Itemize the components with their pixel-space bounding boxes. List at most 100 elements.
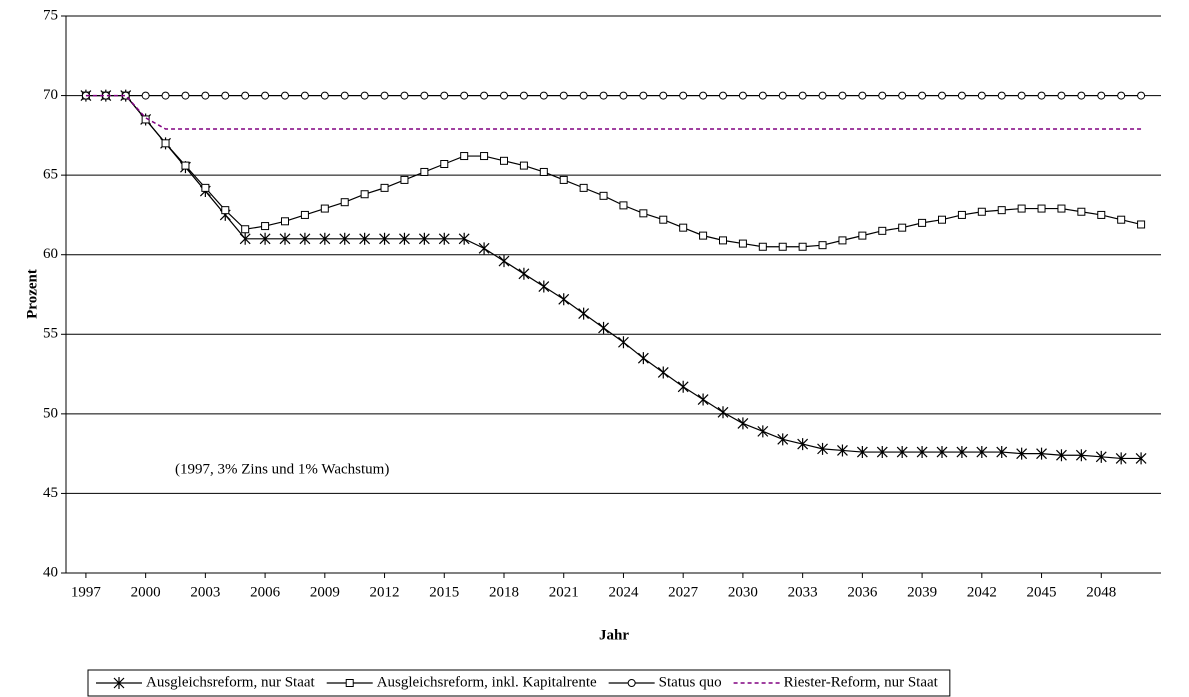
marker [996,446,1008,459]
marker [956,446,968,459]
marker [758,91,767,100]
marker [478,242,490,255]
marker [458,232,470,245]
marker [379,232,390,245]
y-tick-label: 60 [43,246,58,262]
marker [400,91,409,100]
marker [440,160,449,169]
marker [500,156,508,165]
marker [300,91,309,100]
marker [758,242,767,251]
x-tick-label: 2042 [967,584,997,600]
legend-box [87,669,951,697]
marker [1036,447,1047,460]
marker [777,433,789,446]
marker [1017,91,1026,100]
marker [1137,91,1146,100]
marker [559,175,568,184]
marker [778,91,787,100]
marker [1117,91,1126,100]
marker [259,232,271,245]
marker [918,91,927,100]
marker [279,232,291,245]
marker [619,201,628,210]
marker [1097,91,1106,100]
marker [1016,447,1028,460]
x-tick-label: 1997 [71,584,102,600]
marker [977,91,986,100]
marker [380,183,389,192]
marker [1017,204,1026,213]
x-tick-label: 2021 [549,584,579,600]
marker [639,91,648,100]
x-axis-label: Jahr [599,627,629,643]
marker [957,91,966,100]
x-tick-label: 2039 [907,584,937,600]
y-tick-label: 45 [43,485,58,501]
marker [399,232,410,245]
marker [299,232,311,245]
marker [239,232,251,245]
series-line [85,94,1142,248]
marker [818,241,827,250]
marker [380,91,389,100]
marker [1135,452,1147,465]
y-tick-label: 70 [43,87,58,103]
marker [679,223,688,232]
marker [241,91,250,100]
marker [838,236,847,245]
x-tick-label: 2000 [131,584,161,600]
x-tick-label: 2033 [788,584,818,600]
y-tick-label: 50 [43,405,58,421]
series-line [85,94,1142,460]
marker [599,191,608,200]
marker [519,91,528,100]
marker [1097,210,1106,219]
marker [699,231,708,240]
marker [1095,450,1107,463]
marker [977,207,986,216]
marker [918,218,927,227]
marker [300,210,309,219]
marker [858,231,867,240]
marker [480,91,489,100]
marker [438,232,450,245]
marker [798,91,807,100]
x-tick-label: 2015 [429,584,459,600]
x-tick-label: 2003 [190,584,220,600]
marker [677,380,689,393]
marker [339,232,351,245]
x-tick-label: 2009 [310,584,340,600]
y-tick-label: 55 [43,326,58,342]
marker [181,91,190,100]
x-tick-label: 2012 [370,584,400,600]
marker [878,91,887,100]
marker [599,91,608,100]
marker [619,91,628,100]
marker [757,425,769,438]
marker [838,91,847,100]
marker [1117,215,1126,224]
marker [539,91,548,100]
marker [719,236,727,245]
marker [320,204,329,213]
marker [1115,452,1127,465]
marker [898,91,907,100]
x-tick-label: 2036 [847,584,878,600]
marker [340,198,349,207]
marker [460,152,469,161]
marker [440,91,449,100]
marker [345,679,354,687]
x-tick-label: 2030 [728,584,758,600]
marker [281,217,289,226]
marker [898,223,907,232]
marker [460,91,469,100]
marker [878,226,887,235]
marker [778,242,787,251]
marker [418,232,430,245]
marker [519,161,528,170]
marker [738,91,747,100]
series-line [85,94,1142,130]
marker [896,446,908,459]
